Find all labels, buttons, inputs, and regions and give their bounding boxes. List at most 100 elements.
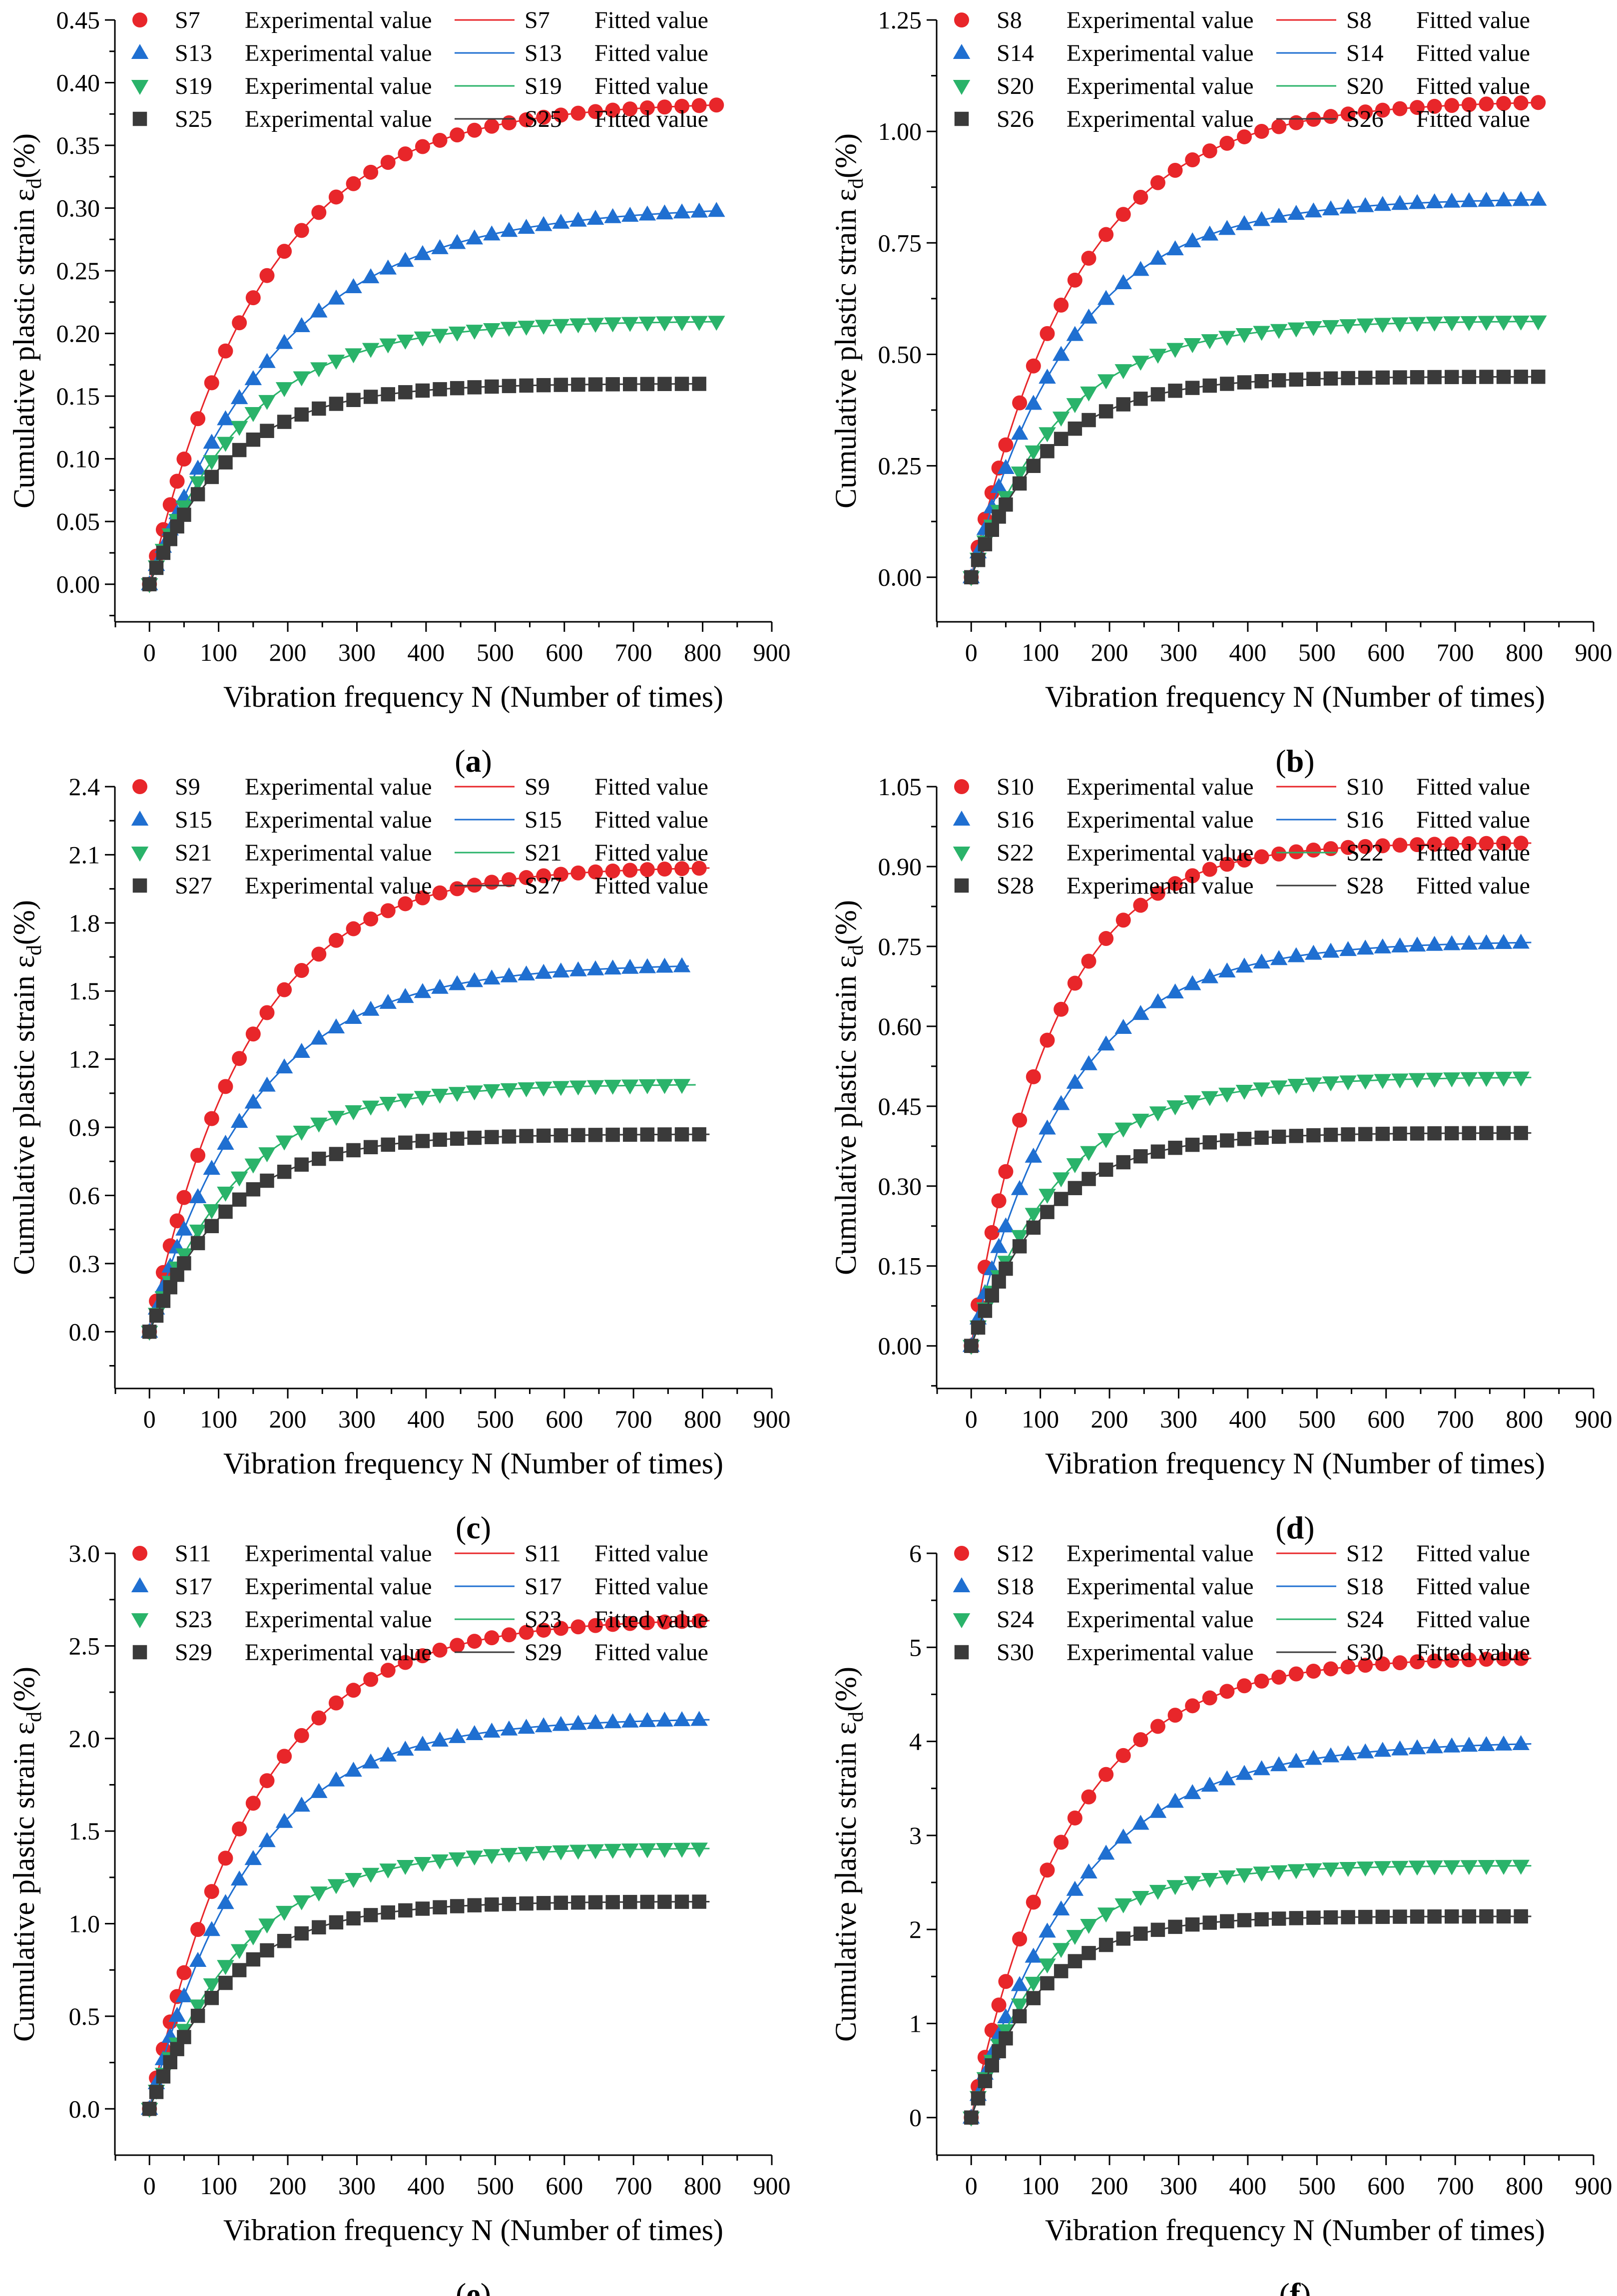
data-point-s17	[483, 1722, 501, 1738]
data-point-s16	[1166, 983, 1184, 999]
data-point-s21	[379, 1096, 397, 1112]
data-point-s8	[1081, 250, 1096, 266]
data-point-s18	[1052, 1900, 1070, 1915]
data-point-s15	[569, 961, 587, 976]
data-point-s12	[1219, 1684, 1235, 1699]
data-point-s16	[1132, 1005, 1149, 1020]
data-point-s9	[190, 1148, 206, 1163]
data-point-s30	[1150, 1922, 1165, 1937]
data-point-s11	[259, 1773, 275, 1789]
data-point-s14	[1478, 191, 1495, 207]
data-point-s11	[502, 1627, 517, 1643]
legend-text-experimental: Experimental value	[245, 1540, 432, 1567]
data-point-s22	[1512, 1071, 1530, 1087]
data-point-s18	[1356, 1743, 1374, 1759]
data-point-s19	[448, 326, 466, 342]
data-point-s12	[1067, 1810, 1082, 1826]
data-point-s15	[448, 975, 466, 990]
data-point-s13	[327, 289, 345, 305]
data-point-s11	[657, 1614, 672, 1630]
x-tick-label: 200	[1091, 638, 1128, 666]
x-tick-label: 600	[545, 638, 583, 666]
data-point-s8	[1067, 272, 1082, 288]
x-tick-label: 0	[143, 638, 156, 666]
data-point-s8	[1427, 98, 1442, 114]
data-point-s14	[1287, 205, 1305, 220]
data-point-s22	[1253, 1082, 1270, 1098]
data-point-s25	[433, 382, 447, 397]
x-tick-label: 900	[753, 2172, 791, 2200]
legend-text-fitted: Fitted value	[1416, 807, 1530, 833]
data-point-s18	[1097, 1844, 1115, 1860]
data-point-s23	[275, 1905, 293, 1921]
data-point-s17	[621, 1712, 639, 1728]
y-tick-label: 1	[909, 2009, 922, 2037]
data-point-s26	[1444, 370, 1459, 385]
data-point-s27	[142, 1325, 157, 1339]
legend-label-s24-exp: S24	[997, 1606, 1034, 1633]
data-point-s13	[569, 211, 587, 227]
data-point-s8	[1444, 98, 1460, 113]
data-point-s9	[588, 864, 603, 880]
data-point-s30	[1254, 1912, 1269, 1927]
data-point-s20	[1183, 338, 1201, 354]
data-point-s17	[230, 1870, 248, 1886]
data-point-s29	[588, 1895, 603, 1910]
data-point-s13	[604, 208, 621, 223]
data-point-s10	[1098, 931, 1114, 946]
fitted-line-s26	[970, 376, 1539, 578]
data-point-s14	[1426, 193, 1443, 209]
data-point-s18	[1183, 1784, 1201, 1800]
data-point-s11	[311, 1710, 327, 1726]
data-point-s21	[586, 1080, 604, 1095]
data-point-s27	[381, 1137, 396, 1152]
data-point-s10	[1150, 886, 1165, 901]
data-point-s10	[1410, 837, 1425, 853]
data-point-s7	[311, 205, 327, 220]
y-axis-title: Cumulative plastic strain εd(%)	[7, 133, 46, 508]
y-tick-label: 0.6	[69, 1181, 100, 1209]
data-point-s21	[362, 1100, 380, 1116]
data-point-s10	[1133, 898, 1148, 913]
data-point-s20	[1052, 412, 1070, 427]
data-point-s7	[639, 100, 655, 116]
legend-label-s14-fit: S14	[1346, 40, 1384, 66]
data-point-s26	[1185, 381, 1200, 395]
data-point-s10	[1306, 842, 1321, 858]
data-point-s23	[673, 1842, 691, 1858]
data-point-s22	[1149, 1106, 1167, 1122]
y-tick-label: 1.25	[878, 6, 922, 34]
x-tick-label: 900	[1575, 2172, 1613, 2200]
data-point-s21	[414, 1091, 432, 1106]
data-point-s18	[1495, 1735, 1513, 1751]
data-point-s18	[1374, 1742, 1392, 1757]
data-point-s19	[414, 331, 432, 347]
data-point-s9	[232, 1051, 247, 1066]
data-point-s19	[656, 316, 673, 332]
data-point-s18	[1080, 1863, 1097, 1879]
legend-text-fitted: Fitted value	[1416, 774, 1530, 800]
data-point-s19	[586, 318, 604, 333]
data-point-s28	[1462, 1126, 1477, 1141]
data-point-s9	[622, 863, 638, 878]
x-tick-label: 800	[684, 1405, 721, 1433]
data-point-s18	[1039, 1922, 1056, 1938]
data-point-s20	[1391, 317, 1409, 333]
data-point-s30	[1444, 1909, 1459, 1924]
data-point-s27	[467, 1130, 482, 1145]
legend-text-fitted: Fitted value	[594, 73, 708, 99]
data-point-s30	[985, 2058, 999, 2073]
legend-label-s16-exp: S16	[997, 807, 1034, 833]
data-point-s24	[1443, 1860, 1461, 1875]
data-point-s18	[1201, 1777, 1219, 1792]
data-point-s21	[275, 1135, 293, 1151]
data-point-s26	[1514, 370, 1528, 384]
data-point-s26	[1237, 375, 1252, 390]
data-point-s29	[433, 1900, 447, 1914]
y-tick-label: 2.5	[69, 1632, 100, 1660]
data-point-s20	[1443, 316, 1461, 332]
data-point-s22	[1052, 1172, 1070, 1188]
legend-label-s21-fit: S21	[525, 840, 562, 866]
data-point-s29	[329, 1915, 344, 1930]
data-point-s25	[467, 380, 482, 395]
